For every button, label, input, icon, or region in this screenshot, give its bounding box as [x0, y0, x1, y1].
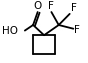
Text: F: F: [71, 3, 76, 13]
Text: F: F: [74, 25, 80, 35]
Text: O: O: [34, 1, 42, 11]
Text: HO: HO: [2, 26, 18, 36]
Text: F: F: [48, 1, 53, 11]
